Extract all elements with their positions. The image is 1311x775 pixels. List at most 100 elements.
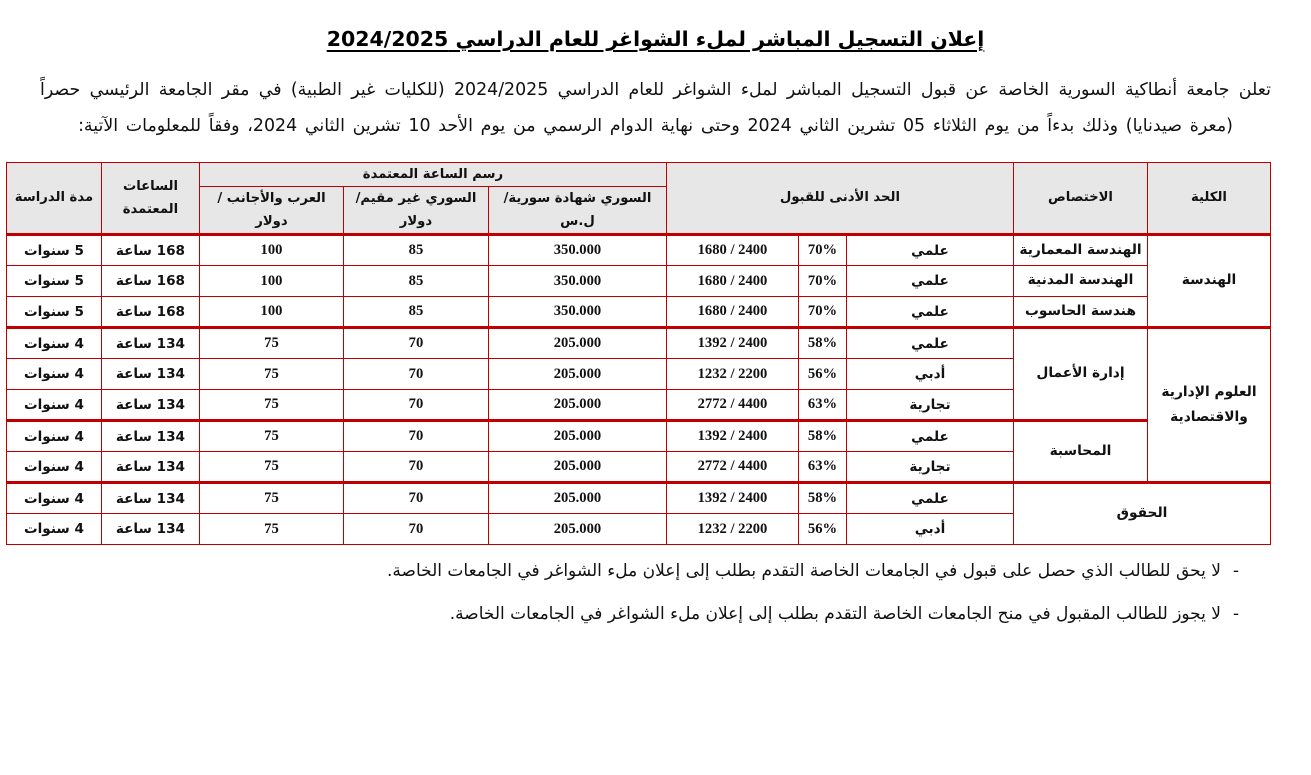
cell-percent: 63% (798, 451, 847, 484)
table-head: الكلية الاختصاص الحد الأدنى للقبول رسم ا… (5, 161, 1271, 236)
cell-arabs-foreigners: 75 (198, 481, 344, 515)
note-bullet-icon: - (1232, 604, 1240, 625)
cell-syrian-nonresident: 70 (342, 481, 489, 515)
cell-syrian-certificate: 205.000 (487, 481, 667, 515)
cell-faculty: الهندسة (1147, 233, 1271, 329)
cell-specialization: المحاسبة (1013, 419, 1148, 484)
cell-syrian-nonresident: 70 (342, 358, 489, 391)
cell-score: 2400 / 1392 (665, 326, 800, 360)
footer-notes: - لا يحق للطالب الذي حصل على قبول في الجا… (40, 558, 1271, 628)
cell-branch: علمي (846, 296, 1014, 329)
cell-arabs-foreigners: 75 (198, 326, 344, 360)
table-body: الهندسة الهندسة المعمارية علمي 70% 2400 / 16… (5, 233, 1271, 546)
cell-arabs-foreigners: 100 (198, 233, 344, 267)
header-specialization: الاختصاص (1013, 161, 1148, 236)
cell-credit-hours: 134 ساعة (100, 481, 200, 515)
cell-percent: 70% (798, 296, 847, 329)
cell-syrian-certificate: 205.000 (487, 451, 667, 484)
cell-syrian-nonresident: 70 (342, 389, 489, 422)
cell-study-duration: 4 سنوات (5, 358, 102, 391)
note-bullet-icon: - (1232, 561, 1240, 582)
cell-faculty: العلوم الإدارية والاقتصادية (1147, 326, 1271, 484)
table-header-row-1: الكلية الاختصاص الحد الأدنى للقبول رسم ا… (5, 161, 1271, 236)
cell-percent: 58% (798, 481, 847, 515)
header-syrian-nonresident: السوري غير مقيم/ دولار (342, 185, 489, 236)
cell-arabs-foreigners: 100 (198, 265, 344, 298)
cell-syrian-certificate: 350.000 (487, 233, 667, 267)
intro-paragraph: تعلن جامعة أنطاكية السورية الخاصة عن قبو… (40, 79, 1271, 137)
cell-arabs-foreigners: 75 (198, 513, 344, 546)
cell-score: 4400 / 2772 (665, 451, 800, 484)
cell-branch: علمي (846, 233, 1014, 267)
cell-score: 2400 / 1680 (665, 265, 800, 298)
page-title-text: إعلان التسجيل المباشر لملء الشواغر للعام… (326, 27, 985, 51)
table-header-row-2: السوري شهادة سورية/ ل.س السوري غير مقيم/… (6, 185, 1270, 236)
cell-syrian-certificate: 350.000 (487, 265, 667, 298)
cell-syrian-nonresident: 85 (342, 265, 489, 298)
cell-arabs-foreigners: 75 (198, 358, 344, 391)
cell-syrian-certificate: 350.000 (487, 296, 667, 329)
cell-specialization: هندسة الحاسوب (1013, 296, 1148, 329)
cell-syrian-nonresident: 70 (342, 419, 489, 453)
cell-score: 2400 / 1680 (665, 233, 800, 267)
cell-syrian-nonresident: 70 (342, 451, 489, 484)
cell-credit-hours: 134 ساعة (100, 389, 200, 422)
header-min-acceptance: الحد الأدنى للقبول (665, 161, 1015, 236)
note-item: - لا يحق للطالب الذي حصل على قبول في الجا… (40, 558, 1271, 584)
cell-credit-hours: 134 ساعة (100, 358, 200, 391)
note-item: - لا يجوز للطالب المقبول في منح الجامعات … (40, 601, 1271, 627)
note-text: لا يجوز للطالب المقبول في منح الجامعات ا… (449, 604, 1221, 625)
cell-study-duration: 4 سنوات (5, 451, 102, 484)
table-row: المحاسبة علمي 58% 2400 / 1392 205.000 70 75 134… (5, 419, 1270, 484)
cell-study-duration: 5 سنوات (5, 233, 102, 267)
cell-branch: علمي (846, 419, 1014, 453)
cell-credit-hours: 168 ساعة (100, 265, 200, 298)
cell-syrian-nonresident: 85 (342, 296, 489, 329)
note-text: لا يحق للطالب الذي حصل على قبول في الجام… (386, 561, 1221, 582)
header-study-duration: مدة الدراسة (5, 161, 102, 236)
cell-credit-hours: 168 ساعة (100, 233, 200, 267)
cell-faculty: الحقوق (1013, 481, 1271, 546)
cell-percent: 56% (798, 358, 847, 391)
cell-percent: 63% (798, 389, 847, 422)
cell-percent: 58% (798, 419, 847, 453)
cell-branch: علمي (846, 326, 1014, 360)
cell-study-duration: 4 سنوات (5, 481, 102, 515)
cell-study-duration: 4 سنوات (5, 389, 102, 422)
header-arabs-foreigners: العرب والأجانب / دولار (198, 185, 344, 236)
cell-branch: علمي (846, 481, 1014, 515)
cell-specialization: الهندسة المعمارية (1013, 233, 1148, 267)
cell-credit-hours: 134 ساعة (100, 419, 200, 453)
cell-arabs-foreigners: 75 (198, 451, 344, 484)
cell-syrian-certificate: 205.000 (487, 358, 667, 391)
cell-credit-hours: 134 ساعة (100, 326, 200, 360)
page-title: إعلان التسجيل المباشر لملء الشواغر للعام… (0, 0, 1311, 54)
fees-table-wrapper: الكلية الاختصاص الحد الأدنى للقبول رسم ا… (0, 161, 1311, 546)
cell-percent: 56% (798, 513, 847, 546)
cell-specialization: إدارة الأعمال (1013, 326, 1148, 422)
cell-score: 2400 / 1392 (665, 481, 800, 515)
cell-credit-hours: 134 ساعة (100, 451, 200, 484)
table-row: تجارية 63% 4400 / 2772 205.000 70 75 134 ساعة 4… (5, 451, 1270, 484)
cell-branch: تجارية (846, 389, 1014, 422)
table-row: الهندسة الهندسة المعمارية علمي 70% 2400 / 16… (5, 233, 1271, 329)
header-syrian-certificate: السوري شهادة سورية/ ل.س (487, 185, 667, 236)
cell-study-duration: 4 سنوات (5, 419, 102, 453)
cell-score: 4400 / 2772 (665, 389, 800, 422)
table-row: الحقوق علمي 58% 2400 / 1392 205.000 70 75 134 س… (5, 481, 1271, 546)
fees-table: الكلية الاختصاص الحد الأدنى للقبول رسم ا… (5, 161, 1271, 546)
table-row: العلوم الإدارية والاقتصادية إدارة الأعمال… (5, 326, 1271, 484)
cell-study-duration: 5 سنوات (5, 296, 102, 329)
table-row: الهندسة المدنية علمي 70% 2400 / 1680 350.000… (5, 265, 1270, 298)
cell-study-duration: 4 سنوات (5, 513, 102, 546)
cell-branch: علمي (846, 265, 1014, 298)
cell-syrian-certificate: 205.000 (487, 419, 667, 453)
cell-syrian-nonresident: 85 (342, 233, 489, 267)
cell-score: 2200 / 1232 (665, 513, 800, 546)
cell-score: 2200 / 1232 (665, 358, 800, 391)
cell-credit-hours: 134 ساعة (100, 513, 200, 546)
table-row: هندسة الحاسوب علمي 70% 2400 / 1680 350.000 85… (5, 296, 1270, 329)
header-faculty: الكلية (1147, 161, 1271, 236)
header-credit-hours: الساعات المعتمدة (100, 161, 200, 236)
cell-syrian-certificate: 205.000 (487, 513, 667, 546)
